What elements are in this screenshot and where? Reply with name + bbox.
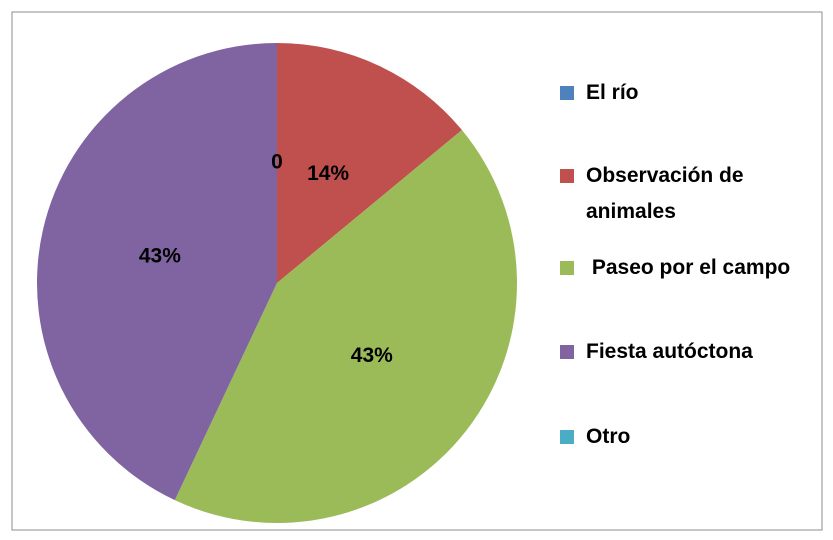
legend-label: El río	[586, 81, 639, 104]
legend-swatch	[560, 169, 574, 183]
legend-item: Paseo por el campo	[560, 250, 800, 286]
data-label: 14%	[307, 162, 349, 185]
legend-label: Paseo por el campo	[586, 256, 791, 279]
pie-slice	[36, 43, 277, 501]
legend-item: Otro	[560, 419, 800, 455]
legend-item: Observación de animales	[560, 158, 800, 230]
legend-item: Fiesta autóctona	[560, 334, 800, 370]
legend-swatch	[560, 86, 574, 100]
data-label: 43%	[351, 344, 393, 367]
legend-swatch	[560, 345, 574, 359]
data-label: 0	[271, 151, 283, 174]
legend-label: Fiesta autóctona	[586, 340, 753, 363]
pie-slice	[174, 130, 517, 523]
legend-item: El río	[560, 75, 800, 111]
legend-label: Observación de animales	[586, 164, 750, 223]
legend-swatch	[560, 261, 574, 275]
legend-swatch	[560, 430, 574, 444]
data-label: 43%	[139, 244, 181, 267]
legend-label: Otro	[586, 425, 631, 448]
pie-slice	[277, 43, 462, 283]
